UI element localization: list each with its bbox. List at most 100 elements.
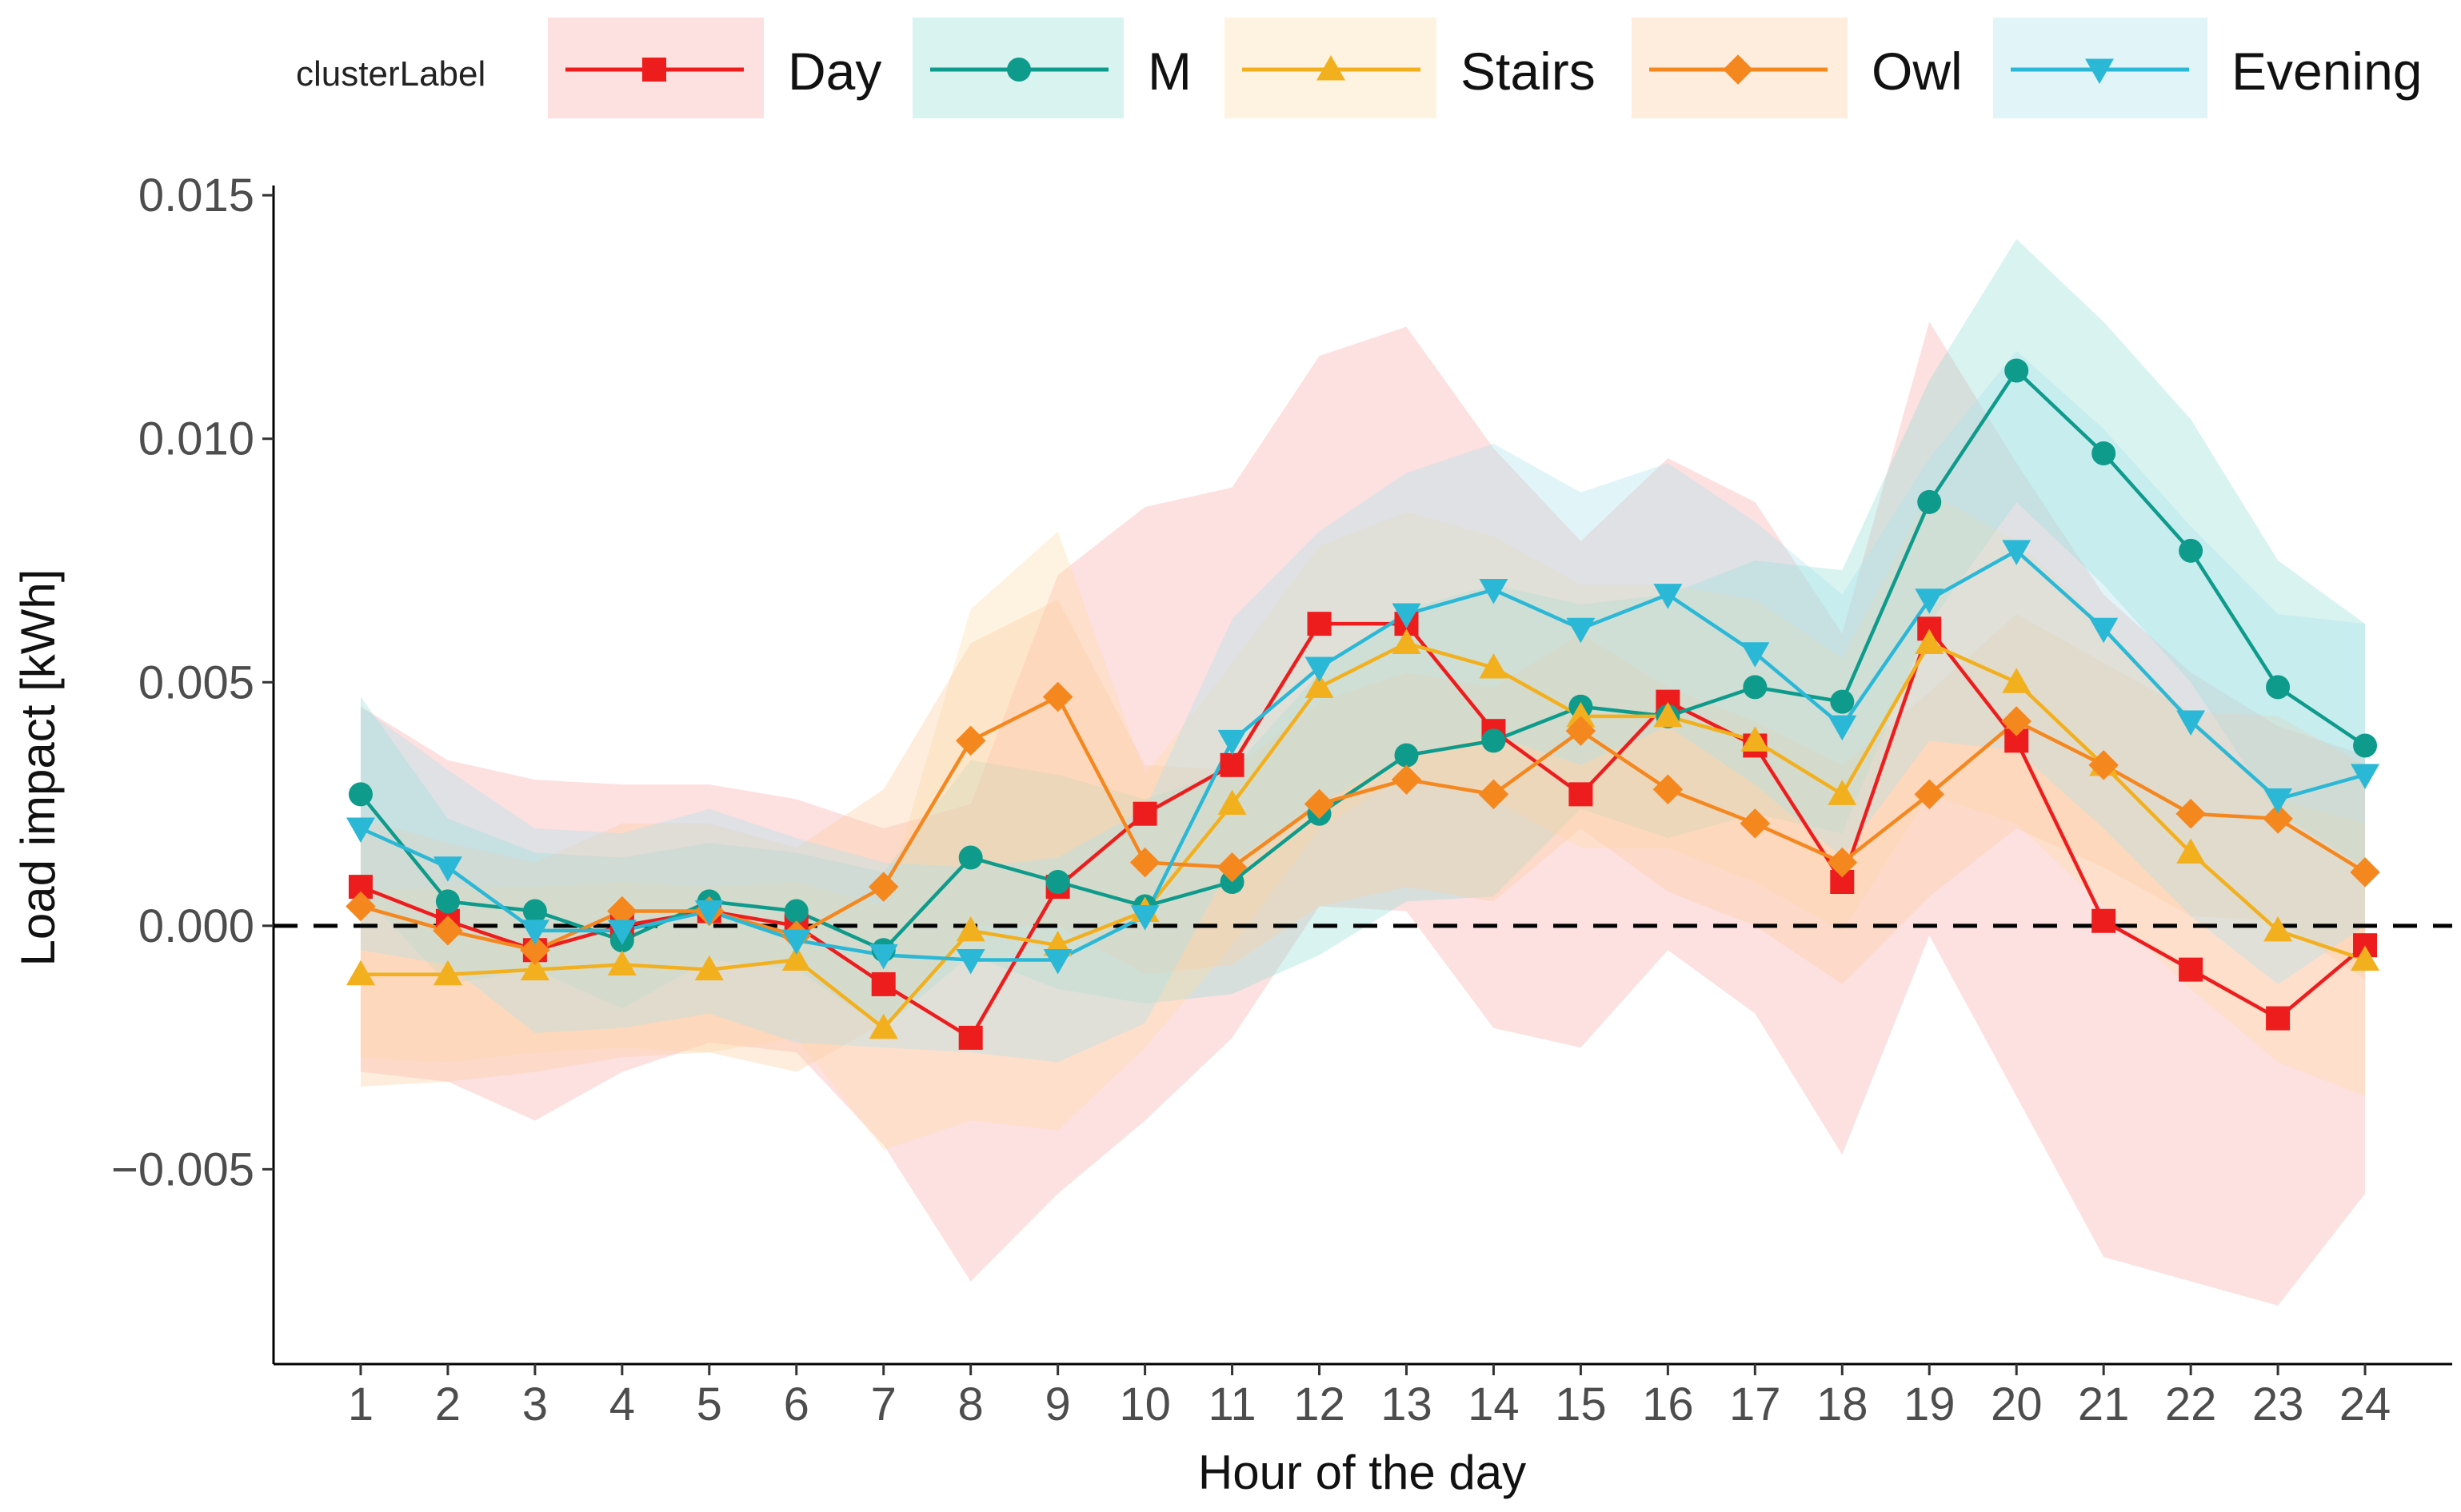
x-tick-label: 12 — [1293, 1378, 1345, 1430]
point-stairs — [1217, 789, 1247, 816]
point-m — [1830, 689, 1855, 714]
legend-label-day: Day — [788, 42, 881, 101]
point-stairs — [346, 959, 375, 986]
band-evening — [360, 351, 2366, 1063]
y-tick-label: −0.005 — [111, 1143, 254, 1195]
legend-label-evening: Evening — [2231, 42, 2423, 101]
point-stairs — [2263, 916, 2293, 942]
point-m — [348, 782, 373, 807]
point-owl — [520, 935, 550, 966]
x-tick-label: 19 — [1904, 1378, 1956, 1430]
series-line-evening — [360, 549, 2366, 962]
point-stairs — [1653, 701, 1683, 728]
point-stairs — [607, 950, 637, 976]
x-tick-label: 10 — [1119, 1378, 1171, 1430]
point-evening — [520, 920, 549, 945]
y-axis-label: Load impact [kWh] — [11, 569, 65, 967]
point-owl — [607, 896, 637, 927]
point-m — [1917, 489, 1942, 514]
legend-items: Day M Stairs Owl Evening — [548, 18, 2423, 118]
point-owl — [1304, 788, 1335, 820]
series-line-m — [359, 369, 2367, 952]
band-m — [360, 239, 2366, 1028]
point-m — [435, 889, 460, 914]
point-owl — [1129, 847, 1161, 878]
point-evening — [869, 944, 898, 970]
point-stairs — [520, 955, 549, 981]
x-tick-label: 18 — [1816, 1378, 1868, 1430]
point-evening — [2351, 764, 2380, 789]
point-day — [958, 1025, 983, 1050]
band-day — [360, 321, 2366, 1306]
point-evening — [1304, 656, 1334, 682]
x-tick-label: 8 — [958, 1378, 984, 1430]
series-markers — [346, 358, 2380, 1050]
x-tick-label: 24 — [2339, 1378, 2391, 1430]
point-day — [2091, 908, 2116, 933]
point-owl — [2088, 750, 2119, 780]
point-evening — [1828, 715, 1857, 741]
x-tick-label: 22 — [2165, 1378, 2217, 1430]
legend-label-m: M — [1148, 42, 1192, 101]
point-stairs — [1828, 780, 1857, 805]
point-evening — [956, 948, 985, 975]
point-stairs — [1304, 672, 1334, 698]
x-tick-label: 5 — [697, 1378, 722, 1430]
point-owl — [955, 725, 986, 756]
point-owl — [1217, 852, 1248, 883]
point-stairs — [781, 945, 811, 971]
point-evening — [346, 817, 375, 843]
point-m — [784, 899, 809, 924]
band-owl — [360, 599, 2366, 1087]
point-evening — [1130, 905, 1160, 931]
x-tick-label: 17 — [1729, 1378, 1781, 1430]
point-m — [1394, 743, 1419, 768]
legend-marker-evening — [2085, 58, 2114, 84]
point-day — [1568, 782, 1593, 807]
point-m — [522, 899, 547, 924]
point-m — [1045, 870, 1070, 894]
x-tick-label: 16 — [1642, 1378, 1694, 1430]
point-stairs — [1915, 628, 1944, 655]
point-stairs — [2176, 838, 2206, 864]
point-evening — [1915, 588, 1944, 614]
y-tick-label: 0.000 — [138, 900, 254, 952]
point-day — [2179, 957, 2203, 982]
point-owl — [1042, 681, 1073, 712]
legend-marker-owl — [1723, 54, 1753, 85]
legend-label-owl: Owl — [1872, 42, 1963, 101]
point-owl — [2001, 706, 2032, 736]
x-tick-label: 7 — [871, 1378, 897, 1430]
point-owl — [346, 891, 376, 922]
legend: clusterLabel Day M Stairs Owl Evening — [296, 18, 2423, 118]
point-evening — [694, 900, 724, 926]
point-m — [1481, 728, 1506, 753]
point-owl — [1478, 779, 1509, 810]
point-stairs — [1479, 653, 1508, 679]
legend-label-stairs: Stairs — [1460, 42, 1596, 101]
point-m — [2179, 538, 2203, 563]
point-day — [1307, 612, 1332, 636]
x-tick-label: 20 — [1991, 1378, 2043, 1430]
point-stairs — [433, 959, 462, 986]
point-evening — [1392, 603, 1421, 628]
point-owl — [2350, 857, 2380, 888]
point-owl — [1914, 779, 1944, 810]
point-owl — [1827, 847, 1858, 878]
point-stairs — [2002, 668, 2032, 693]
point-m — [2091, 441, 2116, 465]
legend-marker-day — [642, 58, 666, 82]
point-day — [2266, 1006, 2291, 1031]
x-tick-label: 15 — [1555, 1378, 1607, 1430]
point-day — [1133, 801, 1157, 826]
legend-marker-m — [1007, 58, 1031, 82]
point-stairs — [2351, 945, 2380, 971]
point-day — [871, 971, 896, 996]
confidence-bands — [360, 239, 2366, 1306]
point-day — [1220, 752, 1244, 777]
point-stairs — [1392, 628, 1421, 655]
point-evening — [1566, 617, 1596, 644]
x-tick-label: 14 — [1468, 1378, 1520, 1430]
point-owl — [868, 872, 899, 902]
